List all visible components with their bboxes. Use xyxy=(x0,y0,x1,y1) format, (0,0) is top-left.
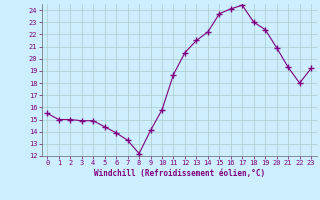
X-axis label: Windchill (Refroidissement éolien,°C): Windchill (Refroidissement éolien,°C) xyxy=(94,169,265,178)
